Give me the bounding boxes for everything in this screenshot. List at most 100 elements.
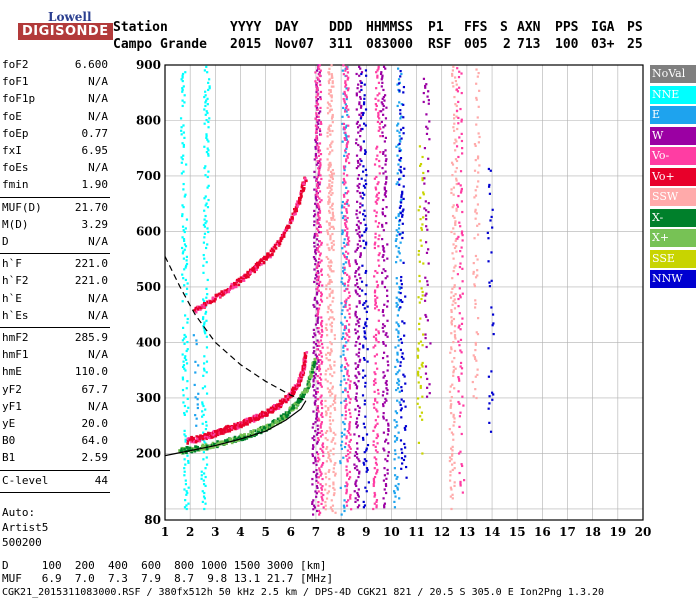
trace-point <box>266 413 269 417</box>
echo-point <box>397 378 400 381</box>
echo-point <box>380 71 383 74</box>
echo-point <box>315 177 318 181</box>
echo-point <box>346 238 350 241</box>
echo-point <box>365 300 368 303</box>
echo-point <box>450 188 453 191</box>
echo-point <box>356 190 359 193</box>
echo-point <box>377 259 380 262</box>
echo-point <box>476 185 479 188</box>
trace-point <box>233 435 237 439</box>
echo-point <box>386 433 390 436</box>
trace-point <box>273 244 277 247</box>
echo-point <box>325 412 328 415</box>
echo-point <box>456 67 459 70</box>
echo-point <box>358 410 361 413</box>
echo-point <box>450 431 454 434</box>
echo-point <box>317 311 320 314</box>
echo-point <box>423 182 426 185</box>
echo-point <box>343 428 346 431</box>
echo-point <box>382 479 386 482</box>
echo-point <box>372 477 375 480</box>
echo-point <box>316 357 319 360</box>
echo-point <box>452 65 455 68</box>
echo-point <box>319 90 323 94</box>
echo-point <box>347 190 350 193</box>
trace-point <box>271 253 274 257</box>
echo-point <box>329 309 333 312</box>
echo-point <box>401 462 404 465</box>
echo-point <box>342 64 345 67</box>
echo-point <box>326 106 329 110</box>
echo-point <box>329 366 332 369</box>
echo-point <box>359 163 362 166</box>
echo-point <box>203 232 207 235</box>
echo-point <box>316 138 319 141</box>
echo-point <box>184 245 188 248</box>
echo-point <box>354 250 357 253</box>
echo-point <box>340 211 343 214</box>
x-tick-label: 5 <box>261 525 269 539</box>
echo-point <box>453 285 456 289</box>
echo-point <box>382 447 385 450</box>
echo-point <box>311 385 315 388</box>
echo-point <box>455 109 459 112</box>
echo-point <box>344 225 348 229</box>
echo-point <box>181 225 185 228</box>
echo-point <box>404 428 407 431</box>
echo-point <box>387 429 390 432</box>
echo-point <box>355 122 359 125</box>
echo-point <box>321 449 324 452</box>
echo-point <box>475 82 478 85</box>
echo-point <box>398 369 401 372</box>
echo-point <box>450 291 453 294</box>
echo-point <box>320 378 323 381</box>
echo-point <box>460 189 463 192</box>
echo-point <box>386 454 390 457</box>
echo-point <box>449 447 453 450</box>
echo-point <box>342 92 345 95</box>
echo-point <box>422 193 425 196</box>
echo-point <box>353 433 356 436</box>
echo-point <box>358 470 361 473</box>
echo-point <box>354 397 357 401</box>
echo-point <box>363 426 366 429</box>
echo-point <box>381 213 385 216</box>
echo-point <box>396 360 399 363</box>
echo-point <box>380 85 383 88</box>
echo-point <box>341 247 344 250</box>
echo-point <box>377 392 380 395</box>
trace-point <box>228 438 232 442</box>
echo-point <box>318 513 321 516</box>
echo-point <box>342 165 346 168</box>
echo-point <box>355 92 358 95</box>
echo-point <box>356 282 359 285</box>
trace-point <box>203 444 207 448</box>
echo-point <box>375 328 378 331</box>
echo-point <box>205 220 208 223</box>
echo-point <box>358 360 361 363</box>
echo-point <box>355 229 358 232</box>
trace-point <box>269 249 273 253</box>
trace-point <box>203 447 207 451</box>
echo-point <box>426 386 429 389</box>
trace-point <box>228 428 231 431</box>
trace-point <box>242 276 245 280</box>
echo-point <box>461 239 464 242</box>
echo-point <box>385 491 388 495</box>
trace-point <box>304 388 307 391</box>
echo-point <box>423 299 427 302</box>
echo-point <box>393 440 397 443</box>
echo-point <box>449 470 452 473</box>
echo-point <box>326 186 329 189</box>
echo-point <box>340 380 343 383</box>
echo-point <box>182 238 186 241</box>
echo-point <box>422 262 425 265</box>
trace-point <box>278 402 282 406</box>
echo-point <box>457 452 461 455</box>
echo-point <box>331 172 334 175</box>
echo-point <box>425 83 428 86</box>
echo-point <box>330 499 333 502</box>
echo-point <box>206 206 210 209</box>
echo-point <box>376 74 379 77</box>
echo-point <box>376 422 379 425</box>
